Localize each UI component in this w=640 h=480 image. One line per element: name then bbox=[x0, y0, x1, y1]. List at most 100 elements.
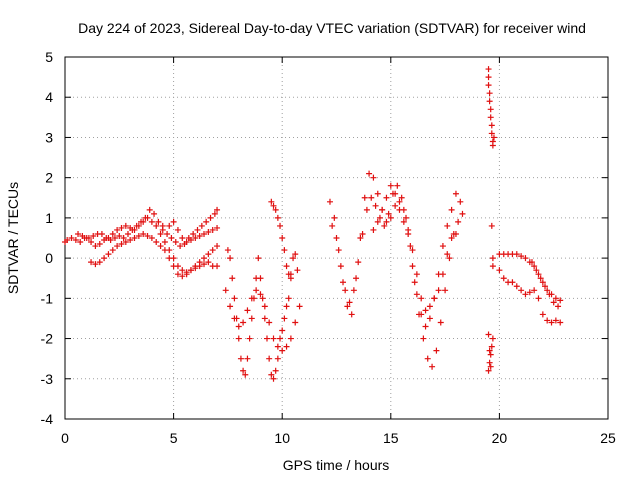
data-point bbox=[64, 237, 71, 244]
data-point bbox=[192, 235, 199, 241]
data-point bbox=[485, 82, 492, 89]
data-point bbox=[348, 311, 355, 318]
data-point bbox=[526, 289, 533, 296]
x-tick-label: 25 bbox=[600, 430, 616, 446]
data-point bbox=[277, 222, 284, 229]
data-point bbox=[155, 218, 162, 225]
data-point bbox=[224, 247, 231, 254]
data-point bbox=[274, 214, 281, 221]
data-point bbox=[261, 315, 268, 322]
data-point bbox=[174, 226, 181, 233]
data-point bbox=[489, 255, 496, 262]
data-point bbox=[179, 267, 186, 274]
data-point bbox=[120, 235, 127, 241]
data-point bbox=[294, 267, 301, 274]
data-point bbox=[109, 247, 116, 254]
data-point bbox=[374, 218, 381, 225]
data-point bbox=[205, 228, 212, 235]
data-point bbox=[344, 303, 351, 310]
x-axis-label: GPS time / hours bbox=[283, 457, 390, 473]
data-point bbox=[353, 275, 360, 282]
data-point bbox=[211, 210, 218, 217]
series-track-n bbox=[528, 259, 562, 310]
data-point bbox=[237, 355, 244, 362]
data-point bbox=[379, 206, 386, 213]
data-point bbox=[122, 239, 129, 246]
data-point bbox=[283, 263, 290, 270]
data-point bbox=[144, 214, 151, 221]
data-point bbox=[246, 335, 253, 342]
data-point bbox=[244, 355, 251, 362]
data-point bbox=[485, 367, 492, 374]
data-point bbox=[231, 315, 238, 322]
x-tick-label: 0 bbox=[61, 430, 69, 446]
data-point bbox=[122, 222, 129, 229]
data-point bbox=[333, 235, 340, 241]
data-point bbox=[398, 194, 405, 201]
data-point bbox=[72, 237, 79, 244]
data-point bbox=[548, 319, 555, 326]
data-point bbox=[194, 226, 201, 233]
data-point bbox=[486, 98, 493, 105]
x-tick-label: 15 bbox=[383, 430, 399, 446]
data-point bbox=[486, 90, 493, 97]
data-point bbox=[422, 307, 429, 314]
chart-title: Day 224 of 2023, Sidereal Day-to-day VTE… bbox=[78, 20, 586, 36]
data-point bbox=[75, 230, 82, 237]
data-point bbox=[248, 295, 255, 302]
y-tick-label: 4 bbox=[45, 89, 53, 105]
data-point bbox=[429, 363, 436, 370]
data-point bbox=[489, 335, 496, 342]
x-tick-labels: 0 5 10 15 20 25 bbox=[61, 430, 616, 446]
data-point bbox=[114, 226, 121, 233]
data-point bbox=[177, 243, 184, 250]
data-point bbox=[205, 251, 212, 258]
data-point bbox=[244, 307, 251, 314]
data-point bbox=[88, 259, 95, 266]
data-point bbox=[383, 218, 390, 225]
data-point bbox=[140, 230, 147, 237]
data-point bbox=[387, 214, 394, 221]
data-point bbox=[118, 224, 125, 231]
data-point bbox=[431, 295, 438, 302]
data-point bbox=[418, 295, 425, 302]
data-point bbox=[488, 122, 495, 129]
data-point bbox=[88, 239, 95, 246]
data-point bbox=[455, 218, 462, 225]
data-point bbox=[337, 263, 344, 270]
data-point bbox=[487, 106, 494, 113]
data-point bbox=[279, 235, 286, 241]
data-point bbox=[535, 295, 542, 302]
data-point bbox=[159, 226, 166, 233]
data-point bbox=[201, 261, 208, 268]
data-point bbox=[513, 283, 520, 290]
data-point bbox=[222, 287, 229, 294]
data-point bbox=[268, 198, 275, 205]
data-point bbox=[490, 134, 497, 141]
y-tick-label: 1 bbox=[45, 210, 53, 226]
data-point bbox=[144, 232, 151, 239]
data-point bbox=[542, 283, 549, 290]
data-point bbox=[487, 363, 494, 370]
data-point bbox=[392, 190, 399, 197]
data-point bbox=[489, 142, 496, 149]
data-point bbox=[528, 259, 535, 266]
data-point bbox=[403, 214, 410, 221]
data-point bbox=[442, 287, 449, 294]
data-point bbox=[340, 279, 347, 286]
data-point bbox=[187, 237, 194, 244]
data-point bbox=[253, 287, 260, 294]
data-point bbox=[257, 275, 264, 282]
data-point bbox=[240, 367, 247, 374]
data-point bbox=[161, 247, 168, 254]
series-track-g bbox=[268, 198, 294, 278]
data-point bbox=[68, 235, 75, 241]
data-point bbox=[157, 243, 164, 250]
data-point bbox=[279, 347, 286, 354]
data-point bbox=[227, 303, 234, 310]
data-point bbox=[448, 235, 455, 241]
data-point bbox=[98, 230, 105, 237]
data-point bbox=[522, 291, 529, 298]
data-point bbox=[272, 206, 279, 213]
